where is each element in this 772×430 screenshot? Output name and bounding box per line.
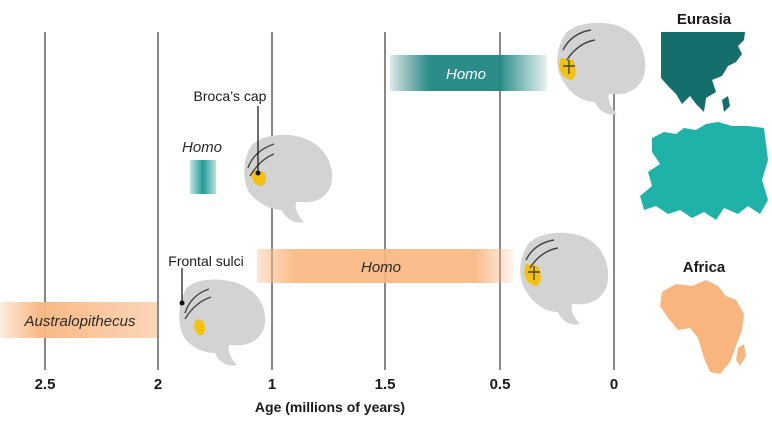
tick-0: 0: [610, 376, 618, 393]
homo-small-bar: [190, 160, 216, 194]
brain-homo-eurasia-icon: [557, 22, 646, 115]
asia-map-icon: [661, 32, 745, 112]
eurasia-label: Eurasia: [677, 11, 732, 28]
x-axis-title: Age (millions of years): [255, 399, 405, 415]
homo-eurasia-bar: [390, 55, 547, 91]
australopithecus-label: Australopithecus: [24, 313, 136, 330]
brain-australopithecus-icon: [179, 279, 266, 366]
brain-homo-early-icon: [244, 134, 333, 223]
tick-0.5: 0.5: [490, 376, 511, 393]
tick-1: 1: [268, 376, 276, 393]
madagascar-icon: [736, 344, 746, 366]
asia-island-icon: [722, 96, 730, 112]
homo-africa-label: Homo: [361, 259, 401, 276]
frontal-sulci-label: Frontal sulci: [168, 253, 243, 269]
africa-label: Africa: [683, 259, 726, 276]
europe-map-icon: [640, 122, 768, 220]
africa-map-icon: [660, 280, 744, 374]
frontal-sulci-dot: [179, 300, 185, 306]
tick-1.5: 1.5: [375, 376, 396, 393]
homo-africa-bar: [257, 249, 513, 283]
tick-2.5: 2.5: [35, 376, 56, 393]
homo-eurasia-label: Homo: [446, 66, 486, 83]
brocas-cap-dot: [255, 170, 261, 176]
brain-homo-africa-icon: [520, 232, 609, 325]
australopithecus-bar: [0, 302, 157, 338]
homo-small-label: Homo: [182, 139, 222, 156]
tick-2: 2: [154, 376, 162, 393]
x-axis-ticks: 2.5 2 1 1.5 0.5 0: [35, 376, 619, 393]
brocas-cap-label: Broca’s cap: [194, 88, 267, 104]
